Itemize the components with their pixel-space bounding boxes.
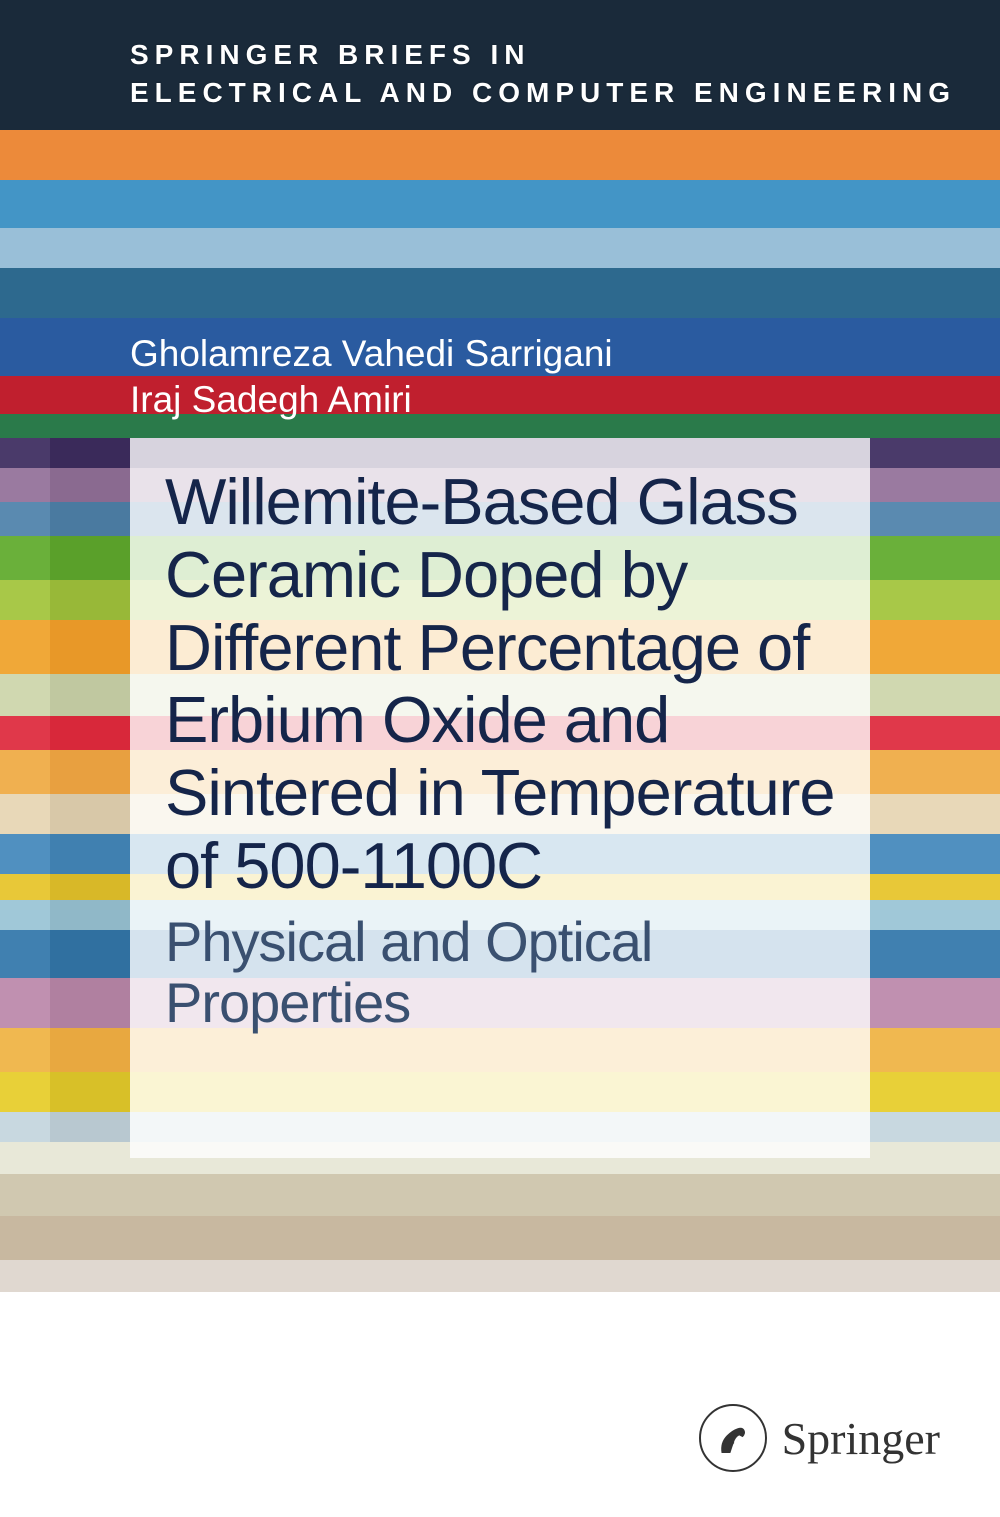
book-cover: SPRINGER BRIEFS IN ELECTRICAL AND COMPUT… <box>0 0 1000 1517</box>
springer-horse-icon <box>699 1404 767 1472</box>
color-swatch <box>50 1072 130 1112</box>
publisher-name: Springer <box>782 1412 940 1465</box>
background-stripe <box>0 1216 1000 1260</box>
background-stripe <box>0 268 1000 318</box>
color-swatch <box>50 900 130 930</box>
authors: Gholamreza Vahedi Sarrigani Iraj Sadegh … <box>130 331 613 424</box>
background-stripe <box>0 228 1000 268</box>
color-swatch <box>50 674 130 716</box>
color-swatch <box>50 468 130 502</box>
color-swatch <box>50 794 130 834</box>
color-swatch <box>50 750 130 794</box>
color-swatch <box>50 874 130 900</box>
color-swatch <box>50 1028 130 1072</box>
background-stripe <box>0 130 1000 180</box>
book-subtitle: Physical and Optical Properties <box>165 911 835 1034</box>
color-swatch <box>50 536 130 580</box>
title-box: Willemite-Based Glass Ceramic Doped by D… <box>130 438 870 1158</box>
color-swatch <box>50 1112 130 1142</box>
author-2: Iraj Sadegh Amiri <box>130 377 613 423</box>
background-stripe <box>0 180 1000 228</box>
author-1: Gholamreza Vahedi Sarrigani <box>130 331 613 377</box>
background-stripe <box>0 1260 1000 1292</box>
background-stripe <box>0 1174 1000 1216</box>
color-swatch <box>50 580 130 620</box>
color-swatch <box>50 716 130 750</box>
color-swatch <box>50 930 130 978</box>
color-swatch <box>50 620 130 674</box>
series-line-2: ELECTRICAL AND COMPUTER ENGINEERING <box>130 74 956 112</box>
series-line-1: SPRINGER BRIEFS IN <box>130 36 956 74</box>
color-swatch <box>50 978 130 1028</box>
book-title: Willemite-Based Glass Ceramic Doped by D… <box>165 466 835 903</box>
color-swatch <box>50 834 130 874</box>
color-swatch <box>50 502 130 536</box>
publisher: Springer <box>699 1404 940 1472</box>
color-swatch <box>50 438 130 468</box>
series-header: SPRINGER BRIEFS IN ELECTRICAL AND COMPUT… <box>130 36 956 112</box>
